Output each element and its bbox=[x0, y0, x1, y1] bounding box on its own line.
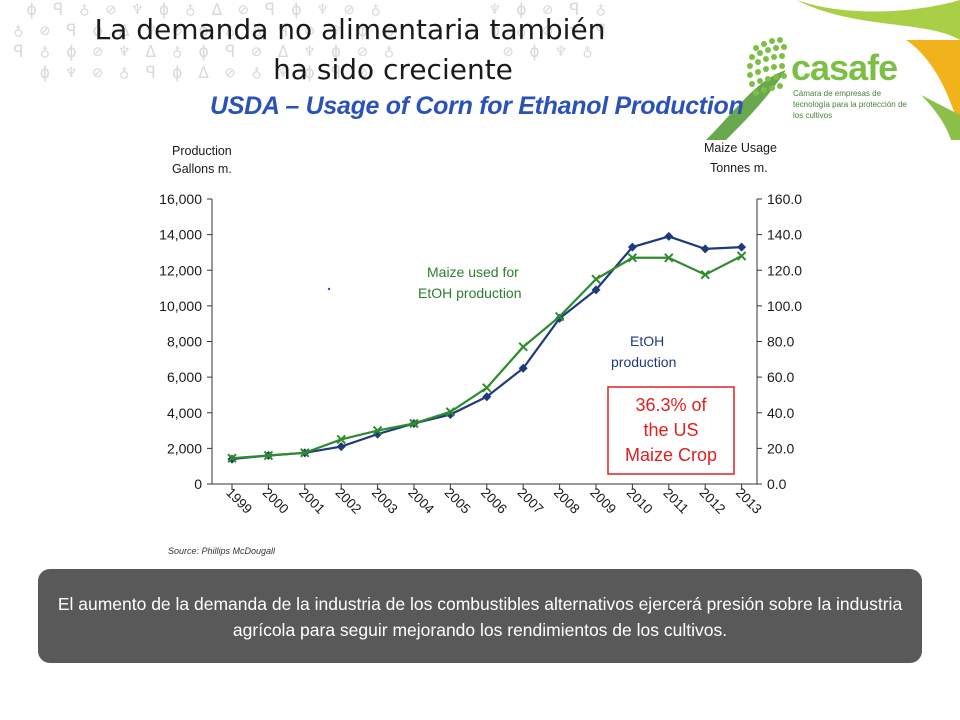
right-tick-label: 140.0 bbox=[767, 227, 802, 243]
etoh-data-point bbox=[700, 244, 710, 254]
maize-marker-stroke bbox=[227, 453, 237, 463]
left-axis-label-line-2: Gallons m. bbox=[172, 162, 232, 176]
left-tick-label: 8,000 bbox=[167, 334, 202, 350]
right-axis-label-line-1: Maize Usage bbox=[704, 141, 777, 155]
etoh-data-point bbox=[737, 242, 747, 252]
left-tick-label: 6,000 bbox=[167, 369, 202, 385]
logo-wordmark: casafe bbox=[791, 47, 898, 88]
x-tick-label: 2012 bbox=[696, 485, 728, 517]
maize-marker-stroke bbox=[372, 425, 383, 436]
left-tick-label: 0 bbox=[194, 476, 202, 492]
x-tick-label: 2011 bbox=[660, 485, 691, 516]
maize-data-point bbox=[664, 253, 674, 263]
left-tick-label: 16,000 bbox=[159, 191, 202, 207]
right-tick-label: 0.0 bbox=[767, 476, 787, 492]
x-tick-label: 2000 bbox=[260, 485, 292, 517]
maize-marker-stroke bbox=[736, 251, 747, 261]
maize-marker-stroke bbox=[445, 407, 456, 417]
x-tick-label: 2005 bbox=[442, 485, 474, 517]
left-tick-label: 12,000 bbox=[159, 262, 202, 278]
maize-data-point bbox=[372, 425, 383, 436]
x-tick-label: 2009 bbox=[587, 485, 619, 517]
callout-line-1: 36.3% of bbox=[635, 395, 707, 415]
callout-line-3: Maize Crop bbox=[625, 445, 717, 465]
maize-data-point bbox=[445, 407, 456, 417]
maize-data-point bbox=[736, 251, 747, 261]
logo-leaves-graphic bbox=[706, 0, 960, 140]
slide-title-line-1: La demanda no alimentaria también bbox=[94, 13, 606, 46]
right-tick-label: 40.0 bbox=[767, 405, 794, 421]
etoh-data-point bbox=[555, 313, 565, 323]
etoh-series-label-line-2: production bbox=[611, 354, 676, 370]
callout-line-2: the US bbox=[643, 420, 698, 440]
callout-box bbox=[607, 386, 735, 475]
maize-marker-stroke bbox=[336, 434, 346, 445]
maize-data-point bbox=[627, 253, 638, 263]
x-tick-label: 2003 bbox=[369, 485, 401, 517]
maize-marker-stroke bbox=[518, 342, 528, 352]
right-tick-label: 60.0 bbox=[767, 369, 794, 385]
maize-data-point bbox=[591, 274, 601, 284]
maize-data-point bbox=[518, 342, 528, 352]
logo-tagline: Cámara de empresas de tecnología para la… bbox=[793, 89, 907, 120]
maize-marker-stroke bbox=[627, 253, 638, 263]
right-tick-label: 80.0 bbox=[767, 334, 794, 350]
maize-marker-stroke bbox=[300, 448, 310, 458]
x-tick-label: 2008 bbox=[551, 485, 583, 517]
x-tick-label: 2002 bbox=[332, 485, 364, 517]
maize-marker-stroke bbox=[664, 253, 674, 263]
maize-marker-stroke bbox=[409, 418, 419, 429]
etoh-data-point bbox=[482, 392, 492, 402]
etoh-data-point bbox=[518, 363, 528, 373]
etoh-data-point bbox=[664, 231, 674, 241]
x-tick-label: 2007 bbox=[514, 485, 546, 517]
maize-data-point bbox=[409, 418, 419, 429]
slide-title: La demanda no alimentaria también ha sid… bbox=[40, 10, 660, 90]
summary-text: El aumento de la demanda de la industria… bbox=[57, 594, 903, 640]
maize-series-label-line-1: Maize used for bbox=[427, 264, 519, 280]
x-tick-label: 2004 bbox=[405, 485, 437, 517]
right-tick-label: 120.0 bbox=[767, 262, 802, 278]
x-tick-label: 1999 bbox=[223, 485, 255, 517]
left-tick-label: 2,000 bbox=[167, 440, 202, 456]
maize-data-point bbox=[482, 383, 492, 393]
stray-dot bbox=[327, 287, 331, 291]
summary-banner: El aumento de la demanda de la industria… bbox=[38, 569, 922, 663]
x-tick-label: 2010 bbox=[624, 485, 656, 517]
maize-data-point bbox=[336, 434, 346, 445]
maize-data-point bbox=[227, 453, 237, 463]
logo-dot-grid bbox=[747, 37, 787, 96]
right-tick-label: 20.0 bbox=[767, 440, 794, 456]
x-tick-label: 2001 bbox=[296, 485, 328, 517]
etoh-data-point bbox=[591, 285, 601, 295]
maize-data-point bbox=[300, 448, 310, 458]
slide-title-line-2: ha sido creciente bbox=[273, 53, 513, 86]
x-tick-label: 2013 bbox=[733, 485, 765, 517]
source-note: Source: Phillips McDougall bbox=[168, 546, 276, 556]
right-axis-label-line-2: Tonnes m. bbox=[710, 161, 768, 175]
maize-marker-stroke bbox=[554, 311, 565, 322]
maize-data-point bbox=[700, 269, 710, 280]
maize-marker-stroke bbox=[482, 383, 492, 393]
etoh-data-point bbox=[336, 442, 346, 452]
etoh-series-label-line-1: EtOH bbox=[630, 333, 664, 349]
left-tick-label: 10,000 bbox=[159, 298, 202, 314]
maize-marker-stroke bbox=[263, 450, 274, 461]
maize-marker-stroke bbox=[700, 269, 710, 280]
chart-title: USDA – Usage of Corn for Ethanol Product… bbox=[210, 92, 744, 120]
right-tick-label: 160.0 bbox=[767, 191, 802, 207]
background-doodles: ϕ ꟼ ♁ ⊘ ♆ ϕ ♁ ∆ ⊘ ꟼ ϕ ♆ ⊘ ♁ ♆ ϕ ⊘ ꟼ ♁ ♁ … bbox=[13, 0, 609, 83]
casafe-logo: casafe Cámara de empresas de tecnología … bbox=[706, 0, 960, 140]
maize-series-label-line-2: EtOH production bbox=[418, 285, 522, 301]
maize-data-point bbox=[263, 450, 274, 461]
left-tick-label: 14,000 bbox=[159, 227, 202, 243]
etoh-data-point bbox=[627, 242, 637, 252]
x-tick-label: 2006 bbox=[478, 485, 510, 517]
right-tick-label: 100.0 bbox=[767, 298, 802, 314]
left-tick-label: 4,000 bbox=[167, 405, 202, 421]
maize-data-point bbox=[554, 311, 565, 322]
maize-marker-stroke bbox=[591, 274, 601, 284]
left-axis-label-line-1: Production bbox=[172, 144, 232, 158]
